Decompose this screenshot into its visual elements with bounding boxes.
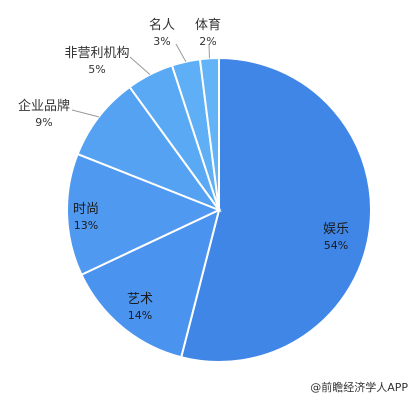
slice-label-name: 企业品牌 [18,98,70,114]
pie-slice [66,152,222,277]
slice-label-name: 艺术 [127,292,153,307]
slice-label-percent: 9% [35,116,52,129]
slice-label-percent: 2% [199,35,216,48]
slice-label-percent: 5% [88,63,105,76]
slice-label-name: 娱乐 [323,222,349,237]
leader-line [129,56,151,75]
slice-label-percent: 54% [324,239,348,252]
leader-line [175,43,187,62]
slice-label-percent: 3% [153,35,170,48]
slice-label-percent: 14% [128,309,152,322]
slice-label-name: 时尚 [73,202,99,217]
source-credit: @前瞻经济学人APP [310,381,408,394]
leader-lines [71,43,210,118]
slice-label-name: 体育 [195,17,221,33]
pie-slice [76,85,222,213]
slice-label-percent: 13% [74,219,98,232]
slice-label-name: 非营利机构 [64,46,129,61]
pie-slice [179,56,372,363]
pie-slices [66,56,372,363]
slice-label-name: 名人 [149,17,175,33]
leader-line [71,109,100,118]
pie-slice [80,208,221,359]
slice-labels: 娱乐 54% 艺术 14% 时尚 13% 企业品牌 9% 非营利机构 5% 名人 3% 体育 2% [18,17,349,322]
